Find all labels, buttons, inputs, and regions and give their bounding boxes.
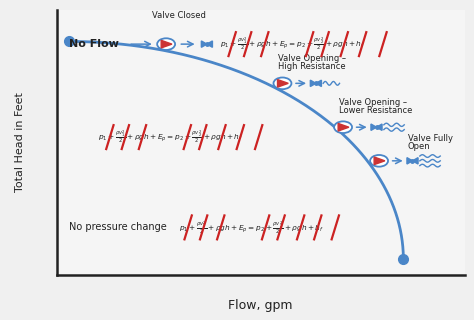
Text: Total Head in Feet: Total Head in Feet (15, 92, 25, 192)
Text: Flow, gpm: Flow, gpm (228, 299, 293, 312)
Polygon shape (412, 158, 418, 164)
Circle shape (157, 38, 175, 50)
Polygon shape (374, 157, 385, 164)
Text: Open: Open (408, 142, 430, 151)
Circle shape (334, 121, 352, 133)
Text: Valve Opening –: Valve Opening – (278, 54, 346, 63)
Polygon shape (310, 80, 316, 86)
Text: Valve Closed: Valve Closed (152, 11, 206, 20)
Polygon shape (161, 40, 172, 48)
Text: $p_1 + \frac{\rho v_1^2}{2} + \rho g h + E_p = p_2 + \frac{\rho v_2^2}{2} + \rho: $p_1 + \frac{\rho v_1^2}{2} + \rho g h +… (179, 219, 324, 236)
Polygon shape (338, 124, 349, 131)
Text: $p_1 + \frac{\rho v_1^2}{2} + \rho g h + E_p = p_2 + \frac{\rho v_2^2}{2} + \rho: $p_1 + \frac{\rho v_1^2}{2} + \rho g h +… (220, 36, 365, 52)
Polygon shape (316, 80, 321, 86)
Text: Lower Resistance: Lower Resistance (339, 106, 412, 115)
Text: Valve Opening –: Valve Opening – (339, 98, 407, 107)
Circle shape (273, 77, 292, 89)
Circle shape (370, 155, 388, 167)
Text: High Resistance: High Resistance (278, 62, 346, 71)
Polygon shape (376, 124, 382, 130)
Polygon shape (277, 80, 288, 87)
Text: Valve Fully: Valve Fully (408, 134, 453, 143)
Polygon shape (207, 41, 212, 47)
Polygon shape (371, 124, 376, 130)
Text: No pressure change: No pressure change (69, 222, 167, 232)
Polygon shape (201, 41, 207, 47)
Text: $p_1 + \frac{\rho v_1^2}{2} + \rho g h + E_p = p_2 + \frac{\rho v_2^2}{2} + \rho: $p_1 + \frac{\rho v_1^2}{2} + \rho g h +… (98, 129, 243, 146)
Text: No Flow: No Flow (69, 39, 119, 49)
Polygon shape (407, 158, 412, 164)
